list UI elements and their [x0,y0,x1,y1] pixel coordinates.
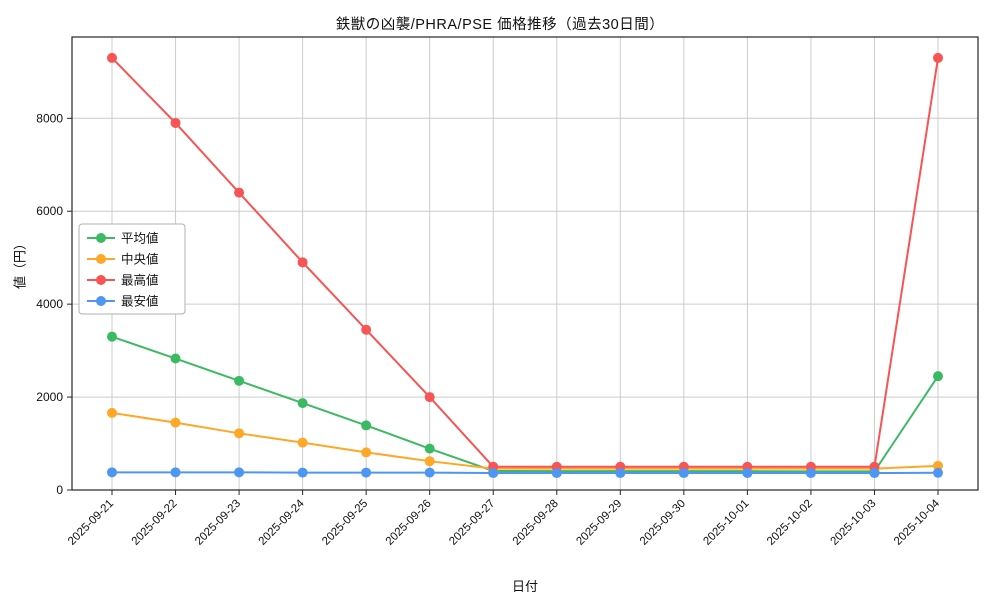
x-tick-label: 2025-09-21 [66,498,116,548]
y-tick-label: 6000 [36,204,63,218]
data-point [678,468,689,479]
x-tick-label: 2025-10-03 [828,498,878,548]
legend-label: 最高値 [121,273,159,288]
data-point [933,371,943,382]
y-tick-label: 8000 [36,111,63,125]
data-point [297,437,308,448]
data-point [107,407,117,418]
x-axis-label: 日付 [511,579,538,594]
plot-border [71,36,979,491]
legend-marker-dot [96,233,106,243]
data-point [361,324,372,335]
series-line-0 [111,335,939,473]
series-line-1 [111,411,939,470]
y-tick-label: 0 [56,483,63,497]
x-tick-label: 2025-09-28 [511,498,561,548]
data-point [933,52,943,63]
y-tick-label: 2000 [36,390,63,404]
data-point [234,187,245,198]
data-point [234,467,245,478]
data-point [107,331,117,342]
x-tick-label: 2025-09-25 [320,498,370,548]
data-point [361,467,372,478]
data-point [488,468,499,479]
data-point [424,456,435,467]
data-point [361,420,372,431]
legend-label: 最安値 [121,294,159,309]
x-tick-label: 2025-09-29 [574,498,624,548]
data-point [615,468,626,479]
data-point [297,398,308,409]
data-point [107,467,117,478]
series-line-2 [111,57,939,468]
data-point [551,468,562,479]
data-point [107,52,117,63]
x-tick-label: 2025-10-04 [892,497,943,548]
legend-label: 中央値 [121,252,159,267]
legend-box [78,223,186,315]
data-point [234,375,245,386]
data-point [424,443,435,454]
data-point [170,117,181,128]
data-point [424,467,435,478]
data-point [933,467,943,478]
data-point [933,460,943,471]
data-point [297,257,308,268]
legend-marker-dot [96,296,106,306]
data-point [234,428,245,439]
data-point [170,417,181,428]
data-point [170,467,181,478]
y-tick-label: 4000 [36,297,63,311]
chart-title: 鉄獣の凶襲/PHRA/PSE 価格推移（過去30日間） [335,17,665,33]
series-line-3 [112,471,939,475]
data-point [170,353,181,364]
x-tick-label: 2025-09-24 [257,497,308,548]
x-tick-label: 2025-09-23 [193,498,243,548]
data-point [297,467,308,478]
data-point [424,392,435,403]
x-tick-label: 2025-09-27 [447,498,497,548]
data-point [742,468,753,479]
legend-marker-dot [96,254,106,264]
x-tick-label: 2025-10-01 [701,498,751,548]
legend-marker-dot [96,275,106,285]
legend-label: 平均値 [121,231,159,246]
x-tick-label: 2025-09-22 [130,498,180,548]
data-point [869,468,880,479]
x-tick-label: 2025-09-30 [638,498,688,548]
data-point [805,468,816,479]
x-tick-label: 2025-10-02 [765,498,815,548]
data-point [361,447,372,458]
x-tick-label: 2025-09-26 [384,498,434,548]
